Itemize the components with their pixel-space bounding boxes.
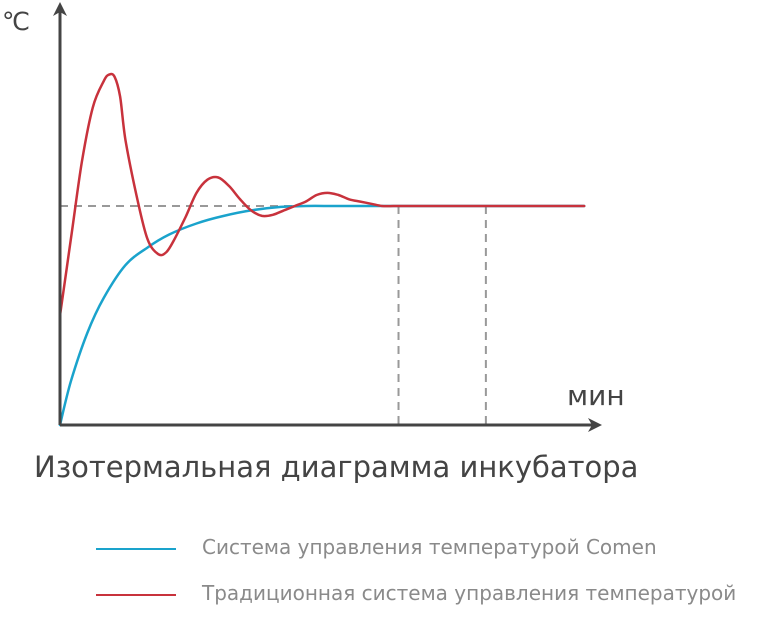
chart-title: Изотермальная диаграмма инкубатора xyxy=(34,450,639,484)
series-line-traditional xyxy=(58,72,586,317)
legend-swatch-comen xyxy=(96,548,176,550)
guide-lines xyxy=(60,205,487,425)
series-group xyxy=(58,72,586,427)
x-axis-label: мин xyxy=(567,379,625,412)
series-line-comen xyxy=(58,204,586,427)
legend-swatch-traditional xyxy=(96,594,176,596)
incubator-chart: ℃ мин xyxy=(2,2,625,432)
y-axis-label: ℃ xyxy=(2,7,30,36)
legend-label-traditional: Традиционная система управления температ… xyxy=(202,581,737,605)
legend-label-comen: Система управления температурой Comen xyxy=(202,535,657,559)
